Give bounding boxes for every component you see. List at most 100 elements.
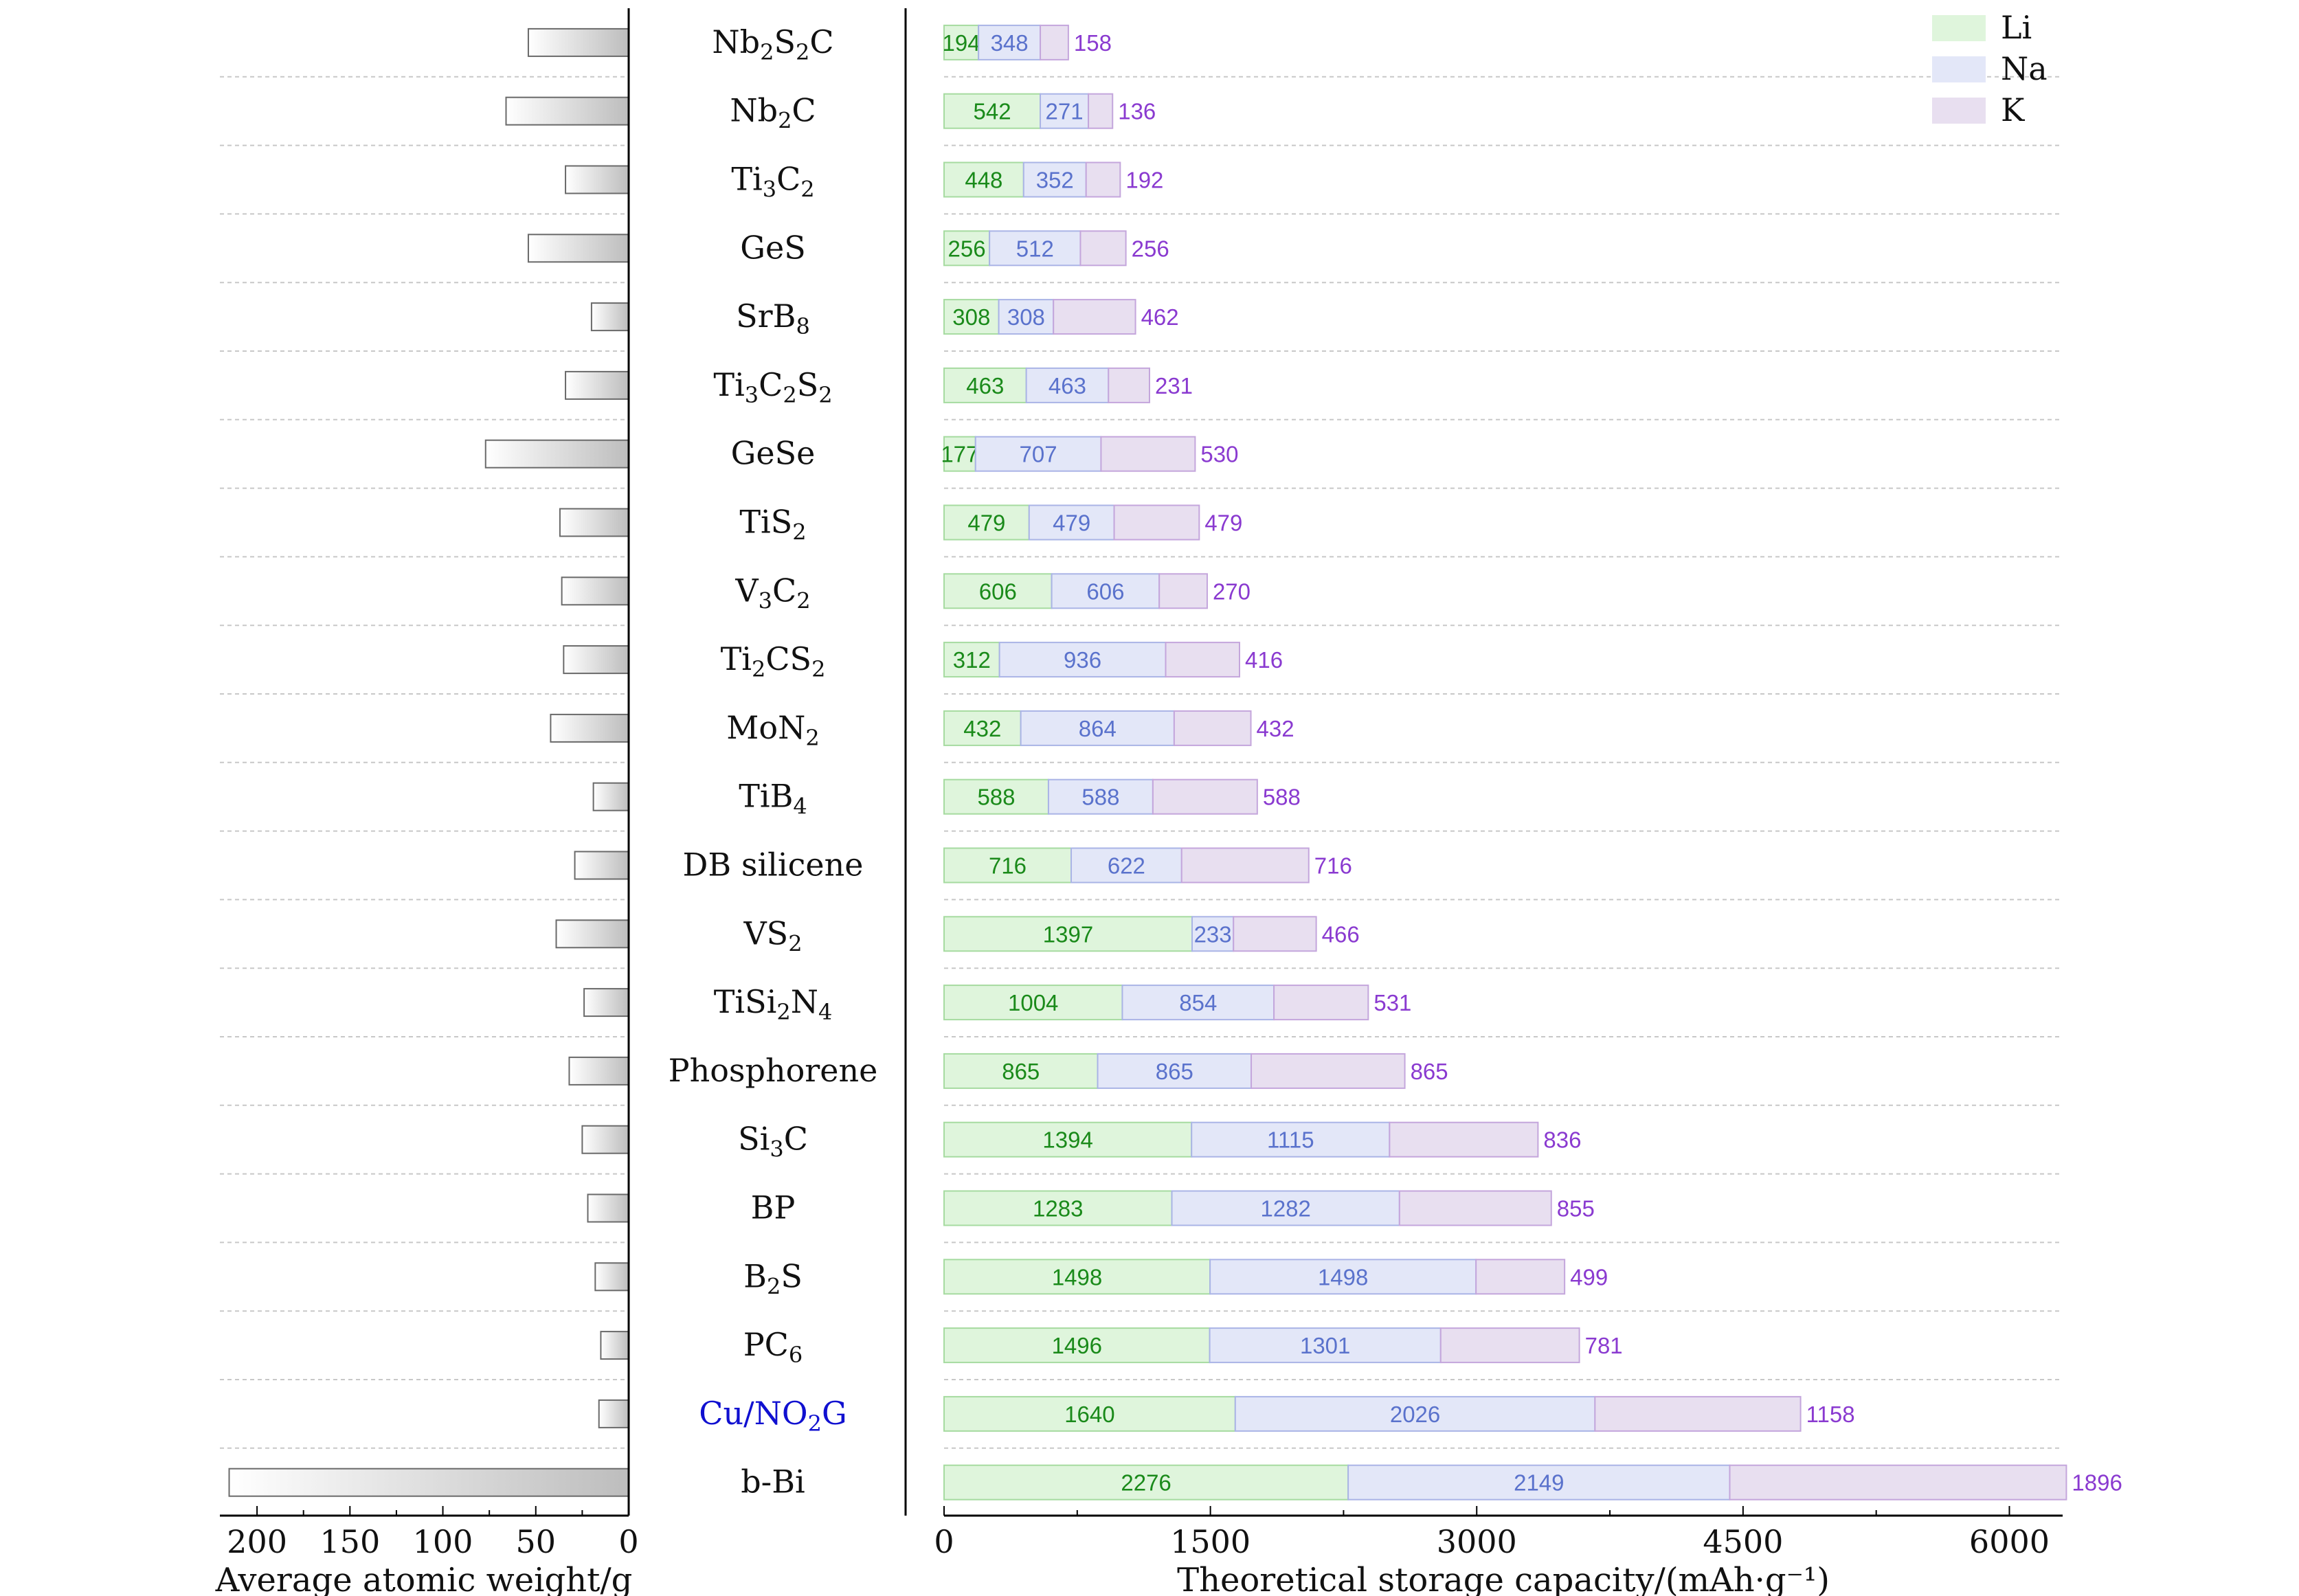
k-segment-value-label: 466 (1322, 921, 1360, 947)
li-segment-value-label: 1640 (1064, 1402, 1114, 1427)
k-segment-bar (1273, 985, 1369, 1021)
na-segment-bar (1051, 573, 1160, 609)
na-segment-bar (998, 299, 1055, 335)
na-segment-value-label: 622 (1108, 853, 1145, 879)
k-segment-value-label: 499 (1570, 1264, 1608, 1290)
k-segment-value-label: 192 (1125, 168, 1163, 193)
atomic-weight-bar (565, 370, 630, 400)
k-segment-bar (1088, 93, 1114, 129)
legend-swatch-k (1932, 98, 1986, 124)
na-segment-bar (1121, 985, 1275, 1021)
na-segment-bar (1347, 1464, 1731, 1501)
k-segment-value-label: 716 (1314, 853, 1352, 879)
category-label: Cu/NO2G (699, 1395, 846, 1437)
atomic-weight-bar (563, 645, 629, 675)
na-segment-value-label: 2026 (1390, 1402, 1440, 1427)
k-segment-bar (1100, 436, 1196, 472)
na-segment-value-label: 1282 (1260, 1196, 1310, 1222)
li-segment-bar (943, 573, 1053, 609)
k-segment-value-label: 855 (1557, 1196, 1595, 1222)
k-segment-value-label: 256 (1132, 236, 1169, 261)
right-x-axis-title: Theoretical storage capacity/(mAh·g⁻¹) (1177, 1561, 1830, 1596)
atomic-weight-bar (600, 1331, 630, 1360)
li-segment-value-label: 177 (941, 442, 978, 467)
li-segment-value-label: 1004 (1008, 990, 1058, 1015)
category-label: TiS2 (739, 504, 806, 546)
atomic-weight-bar (559, 508, 630, 537)
li-segment-value-label: 1394 (1042, 1127, 1092, 1153)
category-label: Si3C (738, 1121, 808, 1162)
category-label: VS2 (743, 914, 802, 956)
na-segment-value-label: 2149 (1514, 1470, 1564, 1496)
li-segment-bar (943, 1121, 1193, 1158)
na-segment-value-label: 864 (1079, 716, 1117, 741)
k-segment-value-label: 158 (1074, 30, 1112, 56)
category-label: GeSe (731, 435, 816, 472)
na-segment-bar (1028, 504, 1115, 541)
na-segment-value-label: 854 (1179, 990, 1217, 1015)
k-segment-bar (1165, 642, 1240, 678)
category-label: B2S (743, 1257, 803, 1299)
na-segment-bar (974, 436, 1102, 472)
category-label: Nb2C (730, 92, 816, 134)
li-segment-bar (943, 847, 1073, 884)
li-segment-bar (943, 367, 1027, 403)
legend-label-na: Na (2001, 50, 2048, 87)
li-segment-value-label: 865 (1002, 1059, 1040, 1084)
k-segment-value-label: 462 (1141, 304, 1179, 330)
legend: Li Na K (1932, 9, 2048, 128)
grid-lines (220, 76, 2063, 1449)
k-segment-value-label: 531 (1373, 990, 1411, 1015)
li-segment-bar (943, 230, 991, 267)
category-label: Ti3C2S2 (713, 366, 832, 408)
na-segment-bar (998, 642, 1167, 678)
k-segment-bar (1439, 1327, 1580, 1364)
na-segment-value-label: 865 (1156, 1059, 1193, 1084)
na-segment-bar (1070, 847, 1182, 884)
li-segment-value-label: 1498 (1052, 1264, 1102, 1290)
k-segment-bar (1729, 1464, 2067, 1501)
k-segment-bar (1398, 1190, 1552, 1226)
k-segment-value-label: 836 (1543, 1127, 1581, 1153)
atomic-weight-bar (228, 1468, 630, 1497)
atomic-weight-bar (598, 1399, 630, 1428)
left-x-tick-label: 150 (319, 1523, 380, 1560)
k-segment-bar (1152, 778, 1258, 815)
category-label: BP (751, 1189, 796, 1226)
na-segment-bar (989, 230, 1081, 267)
k-segment-bar (1173, 710, 1252, 746)
na-segment-value-label: 936 (1064, 647, 1101, 673)
li-segment-value-label: 312 (953, 647, 991, 673)
na-segment-value-label: 707 (1020, 442, 1057, 467)
right-x-tick-label: 3000 (1437, 1523, 1517, 1560)
li-segment-value-label: 463 (966, 373, 1004, 398)
na-segment-bar (1022, 161, 1087, 198)
na-segment-value-label: 1115 (1267, 1127, 1314, 1153)
li-segment-bar (943, 1053, 1099, 1089)
category-label: Nb2S2C (712, 23, 833, 65)
na-segment-bar (1047, 778, 1154, 815)
category-label: b-Bi (741, 1463, 805, 1501)
right-x-tick-label: 1500 (1170, 1523, 1251, 1560)
atomic-weight-bar (527, 27, 629, 57)
category-label: Ti2CS2 (721, 640, 826, 682)
k-segment-value-label: 865 (1411, 1059, 1448, 1084)
na-segment-value-label: 352 (1036, 168, 1074, 193)
na-segment-value-label: 1301 (1300, 1333, 1350, 1358)
k-segment-value-label: 270 (1213, 578, 1251, 604)
na-segment-value-label: 463 (1048, 373, 1086, 398)
atomic-weight-bar (590, 302, 630, 332)
li-segment-value-label: 1397 (1043, 921, 1093, 947)
legend-label-li: Li (2001, 9, 2032, 46)
left-x-tick-label: 200 (227, 1523, 287, 1560)
na-segment-bar (1097, 1053, 1253, 1089)
k-segment-bar (1594, 1395, 1802, 1432)
k-segment-bar (1158, 573, 1208, 609)
capacity-panel: 194 348 158 542 271 136 448 352 192 256 512 256 308 3… (941, 24, 2122, 1501)
k-segment-bar (1040, 24, 1069, 60)
legend-swatch-na (1932, 56, 1986, 82)
na-segment-value-label: 1498 (1318, 1264, 1368, 1290)
li-segment-value-label: 716 (989, 853, 1027, 879)
li-segment-bar (943, 1464, 1349, 1501)
na-segment-bar (1209, 1259, 1477, 1295)
